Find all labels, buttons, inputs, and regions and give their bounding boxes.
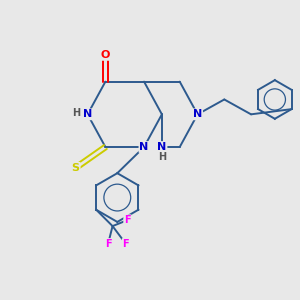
Text: F: F bbox=[123, 239, 129, 249]
Text: F: F bbox=[124, 215, 131, 225]
Text: N: N bbox=[157, 142, 167, 152]
Text: N: N bbox=[140, 142, 149, 152]
Text: H: H bbox=[72, 108, 80, 118]
Text: N: N bbox=[83, 109, 92, 119]
Text: H: H bbox=[158, 152, 166, 161]
Text: O: O bbox=[101, 50, 110, 60]
Text: S: S bbox=[72, 163, 80, 173]
Text: N: N bbox=[193, 109, 202, 119]
Text: F: F bbox=[105, 239, 111, 249]
